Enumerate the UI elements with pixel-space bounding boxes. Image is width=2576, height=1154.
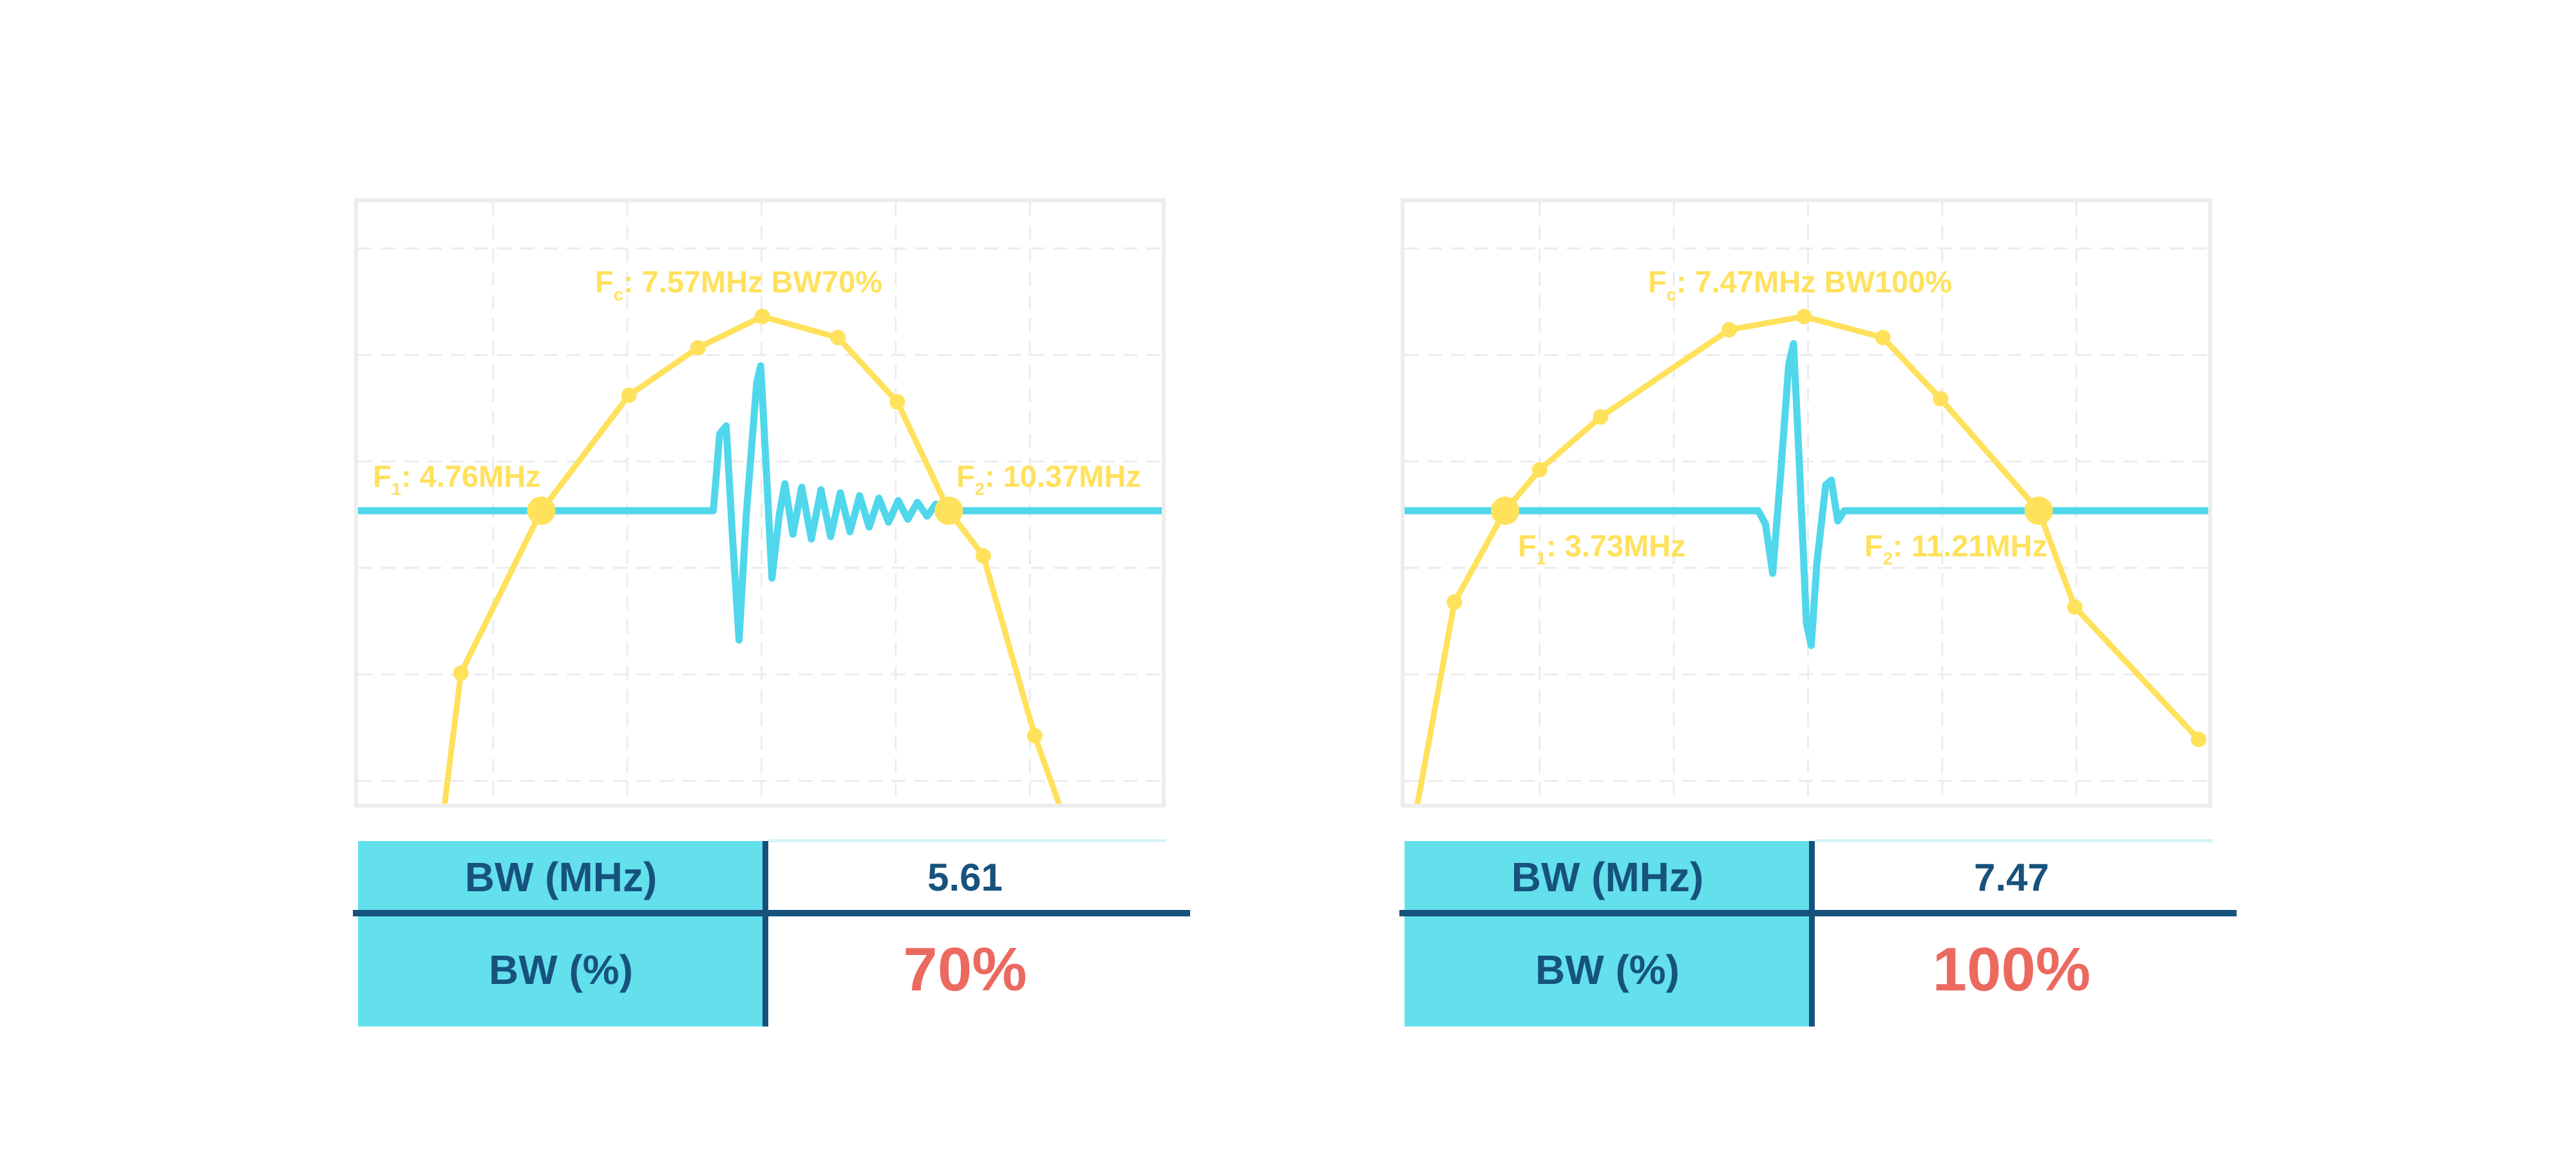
bw-pct-label: BW (%) (1535, 947, 1680, 993)
f2-value-text: : 10.37MHz (984, 459, 1141, 493)
f2-value-text: : 11.21MHz (1892, 529, 2048, 563)
f2-annotation-bw100: F2: 11.21MHz (1864, 528, 2047, 569)
bw-mhz-value: 7.47 (1974, 855, 2049, 899)
bw-mhz-label: BW (MHz) (464, 854, 658, 900)
bw-pct-value: 100% (1932, 935, 2091, 1004)
bw-table-100: BW (MHz) 7.47 BW (%) 100% (1399, 839, 2237, 1026)
f2-subscript: 2 (974, 478, 985, 499)
bw-mhz-value-cell: 7.47 (1810, 841, 2213, 913)
bw-mhz-label-cell: BW (MHz) (358, 841, 764, 913)
f2-symbol: F (1864, 529, 1883, 563)
table-row-divider (1399, 910, 2237, 916)
fc-subscript: c (613, 284, 623, 305)
fc-subscript: c (1666, 284, 1676, 305)
bw-pct-label-cell: BW (%) (1405, 913, 1810, 1026)
chart-bw100: Fc: 7.47MHz BW100% F1: 3.73MHz F2: 11.21… (1401, 198, 2212, 808)
fc-annotation-bw70: Fc: 7.57MHz BW70% (595, 264, 882, 305)
f2-symbol: F (956, 459, 975, 493)
f2-subscript: 2 (1882, 548, 1893, 569)
table-row-divider (353, 910, 1190, 916)
table-top-rule (768, 839, 1166, 842)
bw-pct-label-cell: BW (%) (358, 913, 764, 1026)
f2-annotation-bw70: F2: 10.37MHz (956, 459, 1141, 499)
bw-pct-value-cell: 70% (764, 913, 1166, 1026)
bw-mhz-label-cell: BW (MHz) (1405, 841, 1810, 913)
chart-bw70: Fc: 7.57MHz BW70% F1: 4.76MHz F2: 10.37M… (354, 198, 1166, 808)
spectrum-pulse-plot-bw70 (358, 202, 1162, 804)
f1-value-text: : 4.76MHz (401, 459, 541, 493)
spectrum-pulse-plot-bw100 (1405, 202, 2208, 804)
bw-mhz-value: 5.61 (927, 855, 1003, 899)
fc-value-text: : 7.57MHz BW70% (623, 265, 883, 299)
bw-mhz-value-cell: 5.61 (764, 841, 1166, 913)
f1-annotation-bw70: F1: 4.76MHz (373, 459, 541, 499)
fc-value-text: : 7.47MHz BW100% (1676, 265, 1953, 299)
f1-value-text: : 3.73MHz (1546, 529, 1686, 563)
bw-pct-label: BW (%) (489, 947, 633, 993)
fc-annotation-bw100: Fc: 7.47MHz BW100% (1648, 264, 1952, 305)
f1-annotation-bw100: F1: 3.73MHz (1518, 528, 1686, 569)
f1-symbol: F (1518, 529, 1537, 563)
f1-symbol: F (373, 459, 392, 493)
f1-subscript: 1 (1536, 548, 1546, 569)
table-column-divider (1809, 841, 1815, 1026)
bw-pct-value-cell: 100% (1810, 913, 2213, 1026)
bw-pct-value: 70% (903, 935, 1027, 1004)
table-column-divider (762, 841, 768, 1026)
f1-subscript: 1 (391, 478, 401, 499)
bw-mhz-label: BW (MHz) (1511, 854, 1704, 900)
fc-symbol: F (1648, 265, 1667, 299)
fc-symbol: F (595, 265, 614, 299)
bw-table-70: BW (MHz) 5.61 BW (%) 70% (353, 839, 1190, 1026)
table-top-rule (1815, 839, 2213, 842)
